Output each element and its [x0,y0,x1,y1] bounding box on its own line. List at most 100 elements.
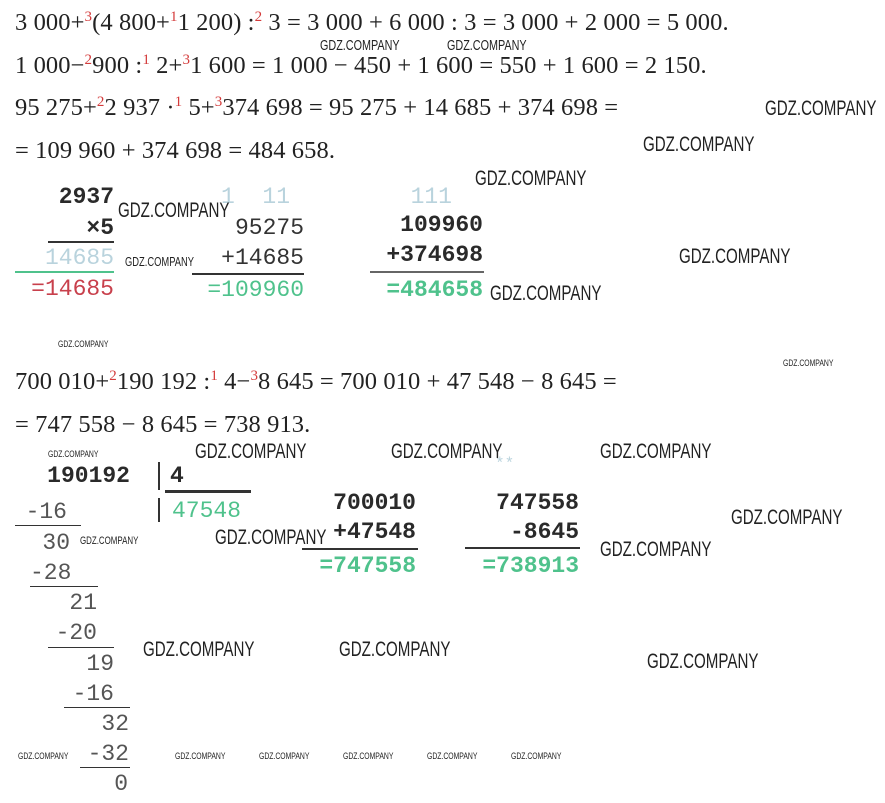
expression-text: 900 : [92,52,143,79]
watermark: GDZ.COMPANY [600,538,712,561]
expression-text: 2+ [149,52,183,79]
step-order-mark: 2 [84,52,93,68]
rule [165,490,251,493]
watermark: GDZ.COMPANY [18,751,69,762]
step-order-mark: 3 [182,52,191,68]
rule [15,525,81,526]
watermark: GDZ.COMPANY [600,440,712,463]
rule [80,767,130,768]
addend: +374698 [386,242,483,268]
watermark: GDZ.COMPANY [783,358,834,369]
rule [370,271,484,273]
expression-text: 1 200) : [177,9,255,36]
step: 30 [42,530,70,556]
watermark: GDZ.COMPANY [475,167,587,190]
sum: =109960 [207,277,304,303]
watermark: GDZ.COMPANY [343,751,394,762]
expression-text: 3 000+ [15,9,85,36]
difference: =738913 [482,553,579,579]
expression-line: 700 010+2190 192 :1 4−38 645 = 700 010 +… [15,368,617,395]
step-order-mark: 3 [84,9,93,25]
rule [465,547,580,549]
expression-line: = 109 960 + 374 698 = 484 658. [15,137,336,164]
bracket [158,498,160,522]
watermark: GDZ.COMPANY [427,751,478,762]
step: -20 [55,620,97,646]
step: 21 [69,590,97,616]
expression-text: (4 800+ [92,9,170,36]
watermark: GDZ.COMPANY [143,638,255,661]
carry: 111 [410,184,452,210]
rule [192,273,304,275]
borrow-marks: ** [495,455,515,473]
expression-text: 2 937 · [104,94,175,121]
step-order-mark: 2 [109,368,117,384]
rule [64,707,130,708]
watermark: GDZ.COMPANY [679,245,791,268]
quotient: 47548 [172,498,242,524]
dividend: 190192 [47,463,130,489]
green-rule [15,271,114,273]
watermark: GDZ.COMPANY [765,97,877,120]
watermark: GDZ.COMPANY [48,449,99,460]
rule [48,241,114,243]
watermark: GDZ.COMPANY [215,526,327,549]
expression-text: 4− [217,368,251,395]
expression-text: 3 = 3 000 + 6 000 : 3 = 3 000 + 2 000 = … [262,9,729,36]
expression-text: 1 600 = 1 000 − 450 + 1 600 = 550 + 1 60… [190,52,707,79]
step: -32 [87,741,129,767]
watermark: GDZ.COMPANY [447,37,527,54]
watermark: GDZ.COMPANY [647,650,759,673]
expression-line: 95 275+22 937 ·1 5+3374 698 = 95 275 + 1… [15,94,619,121]
multiplier: ×5 [86,215,114,241]
step-order-mark: 1 [174,94,183,110]
divisor: 4 [170,463,184,489]
expression-line: 1 000−2900 :1 2+31 600 = 1 000 − 450 + 1… [15,52,707,79]
watermark: GDZ.COMPANY [175,751,226,762]
watermark: GDZ.COMPANY [118,199,230,222]
product: =14685 [31,276,114,302]
step-order-mark: 3 [214,94,223,110]
expression-text: 8 645 = 700 010 + 47 548 − 8 645 = [258,368,617,395]
sum: =484658 [386,277,483,303]
expression-text: = 747 558 − 8 645 = 738 913. [15,411,311,438]
watermark: GDZ.COMPANY [195,440,307,463]
step: -16 [25,499,67,525]
expression-text: 700 010+ [15,368,110,395]
step-order-mark: 1 [142,52,150,68]
watermark: GDZ.COMPANY [125,254,194,269]
rule [30,586,98,587]
carry: 1 11 [220,184,290,210]
addend: +47548 [333,519,416,545]
expression-text: 5+ [182,94,215,121]
watermark: GDZ.COMPANY [643,133,755,156]
watermark: GDZ.COMPANY [320,37,400,54]
watermark: GDZ.COMPANY [391,440,503,463]
watermark: GDZ.COMPANY [731,506,843,529]
watermark: GDZ.COMPANY [511,751,562,762]
addend: 109960 [400,212,483,238]
expression-text: 95 275+ [15,94,97,121]
addend: 700010 [333,490,416,516]
step-order-mark: 2 [96,94,105,110]
minuend: 747558 [496,490,579,516]
watermark: GDZ.COMPANY [339,638,451,661]
expression-text: 190 192 : [116,368,211,395]
watermark: GDZ.COMPANY [58,339,109,350]
expression-text: = 109 960 + 374 698 = 484 658. [15,137,336,164]
expression-text: 1 000− [15,52,85,79]
step: -28 [30,560,72,586]
expression-line: 3 000+3(4 800+11 200) :2 3 = 3 000 + 6 0… [15,9,729,36]
subtrahend: -8645 [509,519,579,545]
factor: 2937 [58,184,114,210]
watermark: GDZ.COMPANY [80,535,139,547]
rule [302,548,418,550]
rule [48,647,114,648]
addend: +14685 [221,245,304,271]
step: 32 [101,711,129,737]
expression-text: 374 698 = 95 275 + 14 685 + 374 698 = [222,94,619,121]
step-order-mark: 1 [210,368,218,384]
step: -16 [72,681,114,707]
step: 0 [114,771,128,797]
watermark: GDZ.COMPANY [490,282,602,305]
